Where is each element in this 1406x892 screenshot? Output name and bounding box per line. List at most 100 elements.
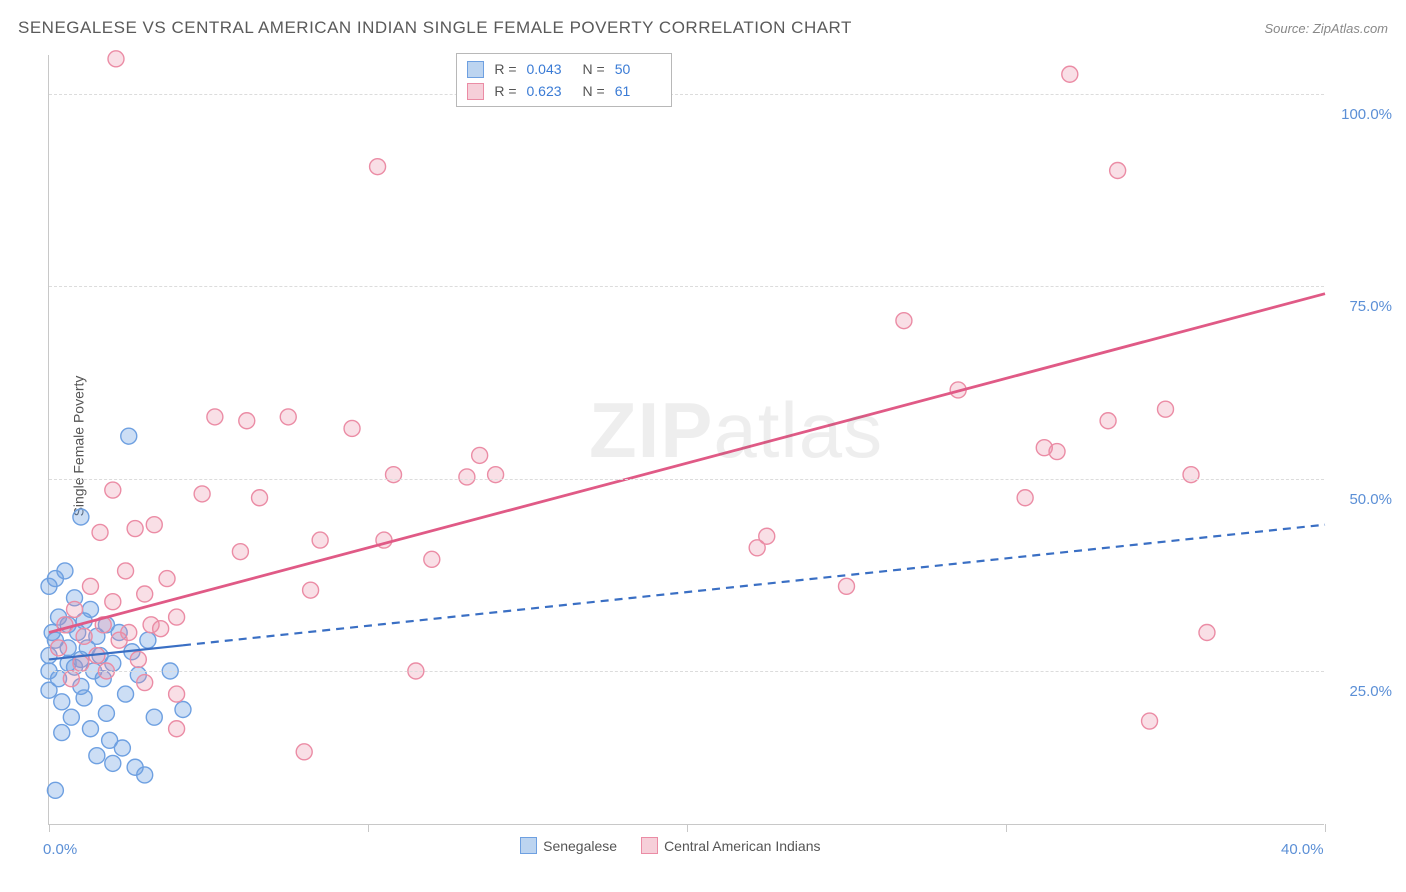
legend-series-label: Central American Indians	[664, 838, 820, 854]
y-tick-label: 25.0%	[1349, 683, 1392, 700]
data-point	[63, 709, 79, 725]
data-point	[488, 467, 504, 483]
data-point	[92, 524, 108, 540]
x-tick	[1006, 824, 1007, 832]
legend-r-value: 0.043	[527, 58, 573, 80]
x-tick-label: 0.0%	[43, 841, 77, 858]
chart-title: SENEGALESE VS CENTRAL AMERICAN INDIAN SI…	[18, 18, 852, 38]
data-point	[82, 721, 98, 737]
data-point	[239, 413, 255, 429]
data-point	[280, 409, 296, 425]
data-point	[82, 601, 98, 617]
data-point	[312, 532, 328, 548]
gridline	[49, 94, 1324, 95]
data-point	[1158, 401, 1174, 417]
data-point	[76, 628, 92, 644]
data-point	[424, 551, 440, 567]
data-point	[143, 617, 159, 633]
data-point	[137, 675, 153, 691]
data-point	[121, 625, 137, 641]
chart-header: SENEGALESE VS CENTRAL AMERICAN INDIAN SI…	[18, 18, 1388, 38]
chart-source: Source: ZipAtlas.com	[1264, 21, 1388, 36]
data-point	[127, 759, 143, 775]
data-point	[127, 521, 143, 537]
y-tick-label: 100.0%	[1341, 106, 1392, 123]
data-point	[130, 651, 146, 667]
legend-series-label: Senegalese	[543, 838, 617, 854]
data-point	[121, 428, 137, 444]
data-point	[386, 467, 402, 483]
legend-r-label: R =	[494, 58, 516, 80]
legend-r-label: R =	[494, 80, 516, 102]
data-point	[344, 420, 360, 436]
data-point	[82, 578, 98, 594]
trend-line	[49, 294, 1325, 633]
data-point	[169, 609, 185, 625]
legend-correlation: R = 0.043 N = 50 R = 0.623 N = 61	[456, 53, 671, 107]
data-point	[159, 571, 175, 587]
data-point	[51, 640, 67, 656]
data-point	[1017, 490, 1033, 506]
data-point	[1142, 713, 1158, 729]
legend-swatch	[467, 83, 484, 100]
data-point	[1100, 413, 1116, 429]
data-point	[146, 517, 162, 533]
data-point	[76, 690, 92, 706]
data-point	[175, 702, 191, 718]
plot-svg	[49, 55, 1324, 824]
data-point	[140, 632, 156, 648]
legend-swatch	[520, 837, 537, 854]
legend-series-item: Senegalese	[520, 837, 617, 854]
data-point	[105, 482, 121, 498]
data-point	[63, 671, 79, 687]
legend-swatch	[641, 837, 658, 854]
y-tick-label: 50.0%	[1349, 491, 1392, 508]
data-point	[105, 755, 121, 771]
data-point	[207, 409, 223, 425]
legend-series-item: Central American Indians	[641, 837, 820, 854]
data-point	[169, 686, 185, 702]
legend-n-value: 50	[615, 58, 661, 80]
data-point	[1062, 66, 1078, 82]
legend-n-label: N =	[583, 80, 605, 102]
data-point	[896, 313, 912, 329]
data-point	[41, 682, 57, 698]
data-point	[370, 159, 386, 175]
plot-area: ZIPatlas 25.0%50.0%75.0%100.0%0.0%40.0%	[48, 55, 1324, 825]
data-point	[54, 694, 70, 710]
gridline	[49, 479, 1324, 480]
data-point	[472, 447, 488, 463]
data-point	[194, 486, 210, 502]
data-point	[459, 469, 475, 485]
data-point	[296, 744, 312, 760]
legend-swatch	[467, 61, 484, 78]
data-point	[1110, 163, 1126, 179]
data-point	[137, 586, 153, 602]
data-point	[303, 582, 319, 598]
legend-series: Senegalese Central American Indians	[520, 837, 820, 854]
data-point	[839, 578, 855, 594]
legend-n-value: 61	[615, 80, 661, 102]
legend-n-label: N =	[583, 58, 605, 80]
x-tick	[687, 824, 688, 832]
legend-row: R = 0.623 N = 61	[467, 80, 660, 102]
data-point	[1183, 467, 1199, 483]
data-point	[89, 748, 105, 764]
legend-row: R = 0.043 N = 50	[467, 58, 660, 80]
data-point	[232, 544, 248, 560]
data-point	[105, 594, 121, 610]
x-tick	[49, 824, 50, 832]
data-point	[1199, 625, 1215, 641]
y-tick-label: 75.0%	[1349, 298, 1392, 315]
gridline	[49, 671, 1324, 672]
gridline	[49, 286, 1324, 287]
x-tick-label: 40.0%	[1281, 841, 1324, 858]
data-point	[98, 705, 114, 721]
data-point	[57, 563, 73, 579]
legend-r-value: 0.623	[527, 80, 573, 102]
data-point	[169, 721, 185, 737]
data-point	[759, 528, 775, 544]
data-point	[54, 725, 70, 741]
data-point	[73, 509, 89, 525]
data-point	[1049, 444, 1065, 460]
